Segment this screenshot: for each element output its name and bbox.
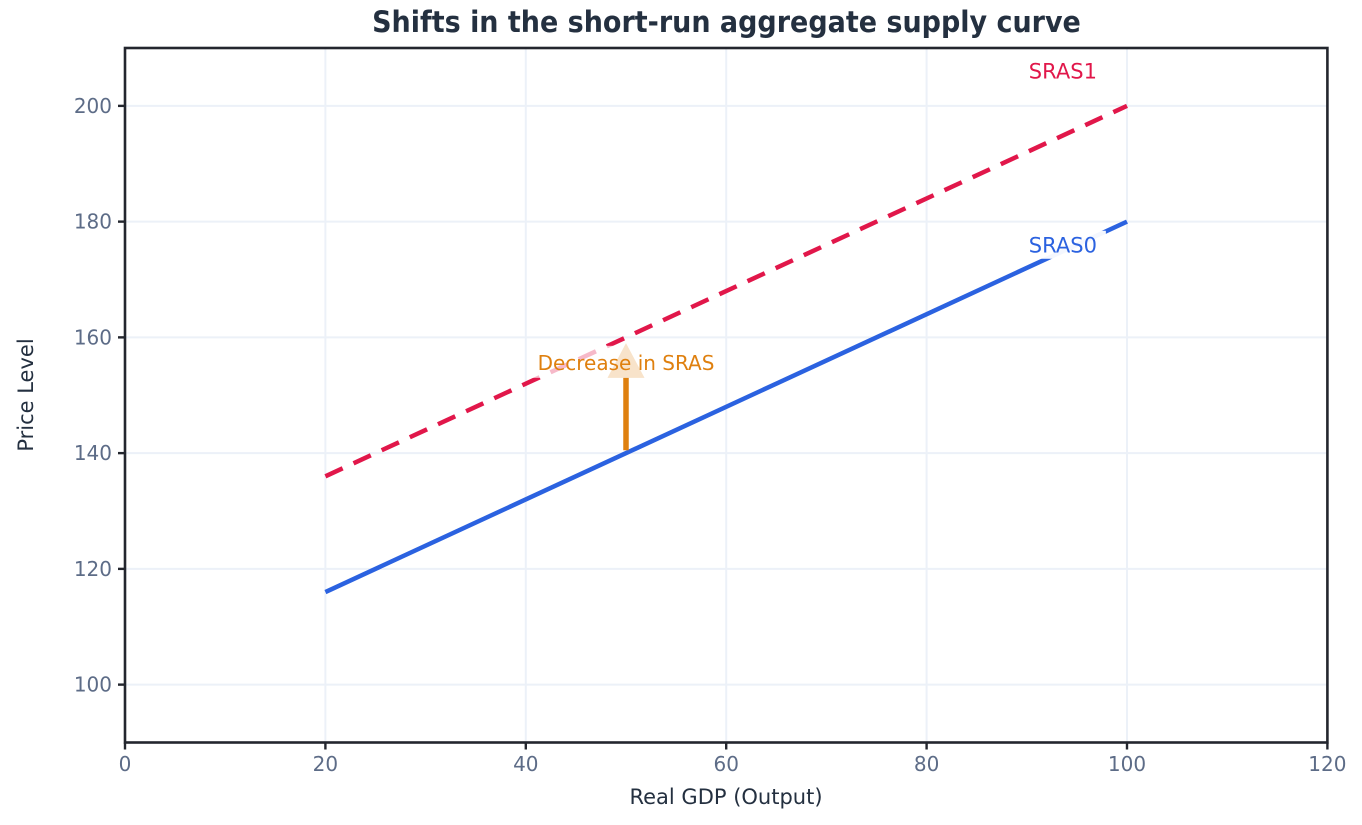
y-tick-label-100: 100 xyxy=(74,673,112,697)
sras0-line xyxy=(324,219,1128,595)
sras1-label-box xyxy=(1019,57,1106,86)
x-tick-label-20: 20 xyxy=(313,752,338,776)
y-axis-label: Price Level xyxy=(14,338,38,452)
x-axis-label: Real GDP (Output) xyxy=(629,785,823,809)
x-tick-label-0: 0 xyxy=(119,752,132,776)
y-tick-label-160: 160 xyxy=(74,325,112,349)
y-tick-label-140: 140 xyxy=(74,441,112,465)
x-tick-label-100: 100 xyxy=(1108,752,1146,776)
x-tick-label-60: 60 xyxy=(713,752,738,776)
sras1-line xyxy=(324,103,1128,479)
annotation-text-box xyxy=(527,345,725,378)
sras1-label: SRAS1 xyxy=(1029,60,1097,84)
x-tick-label-40: 40 xyxy=(513,752,538,776)
y-tick-label-180: 180 xyxy=(74,210,112,234)
annotation-text: Decrease in SRAS xyxy=(538,351,715,375)
chart-title: Shifts in the short-run aggregate supply… xyxy=(372,5,1081,39)
x-tick-label-80: 80 xyxy=(914,752,939,776)
x-tick-label-120: 120 xyxy=(1308,752,1346,776)
sras0-label-box xyxy=(1019,230,1106,259)
annotation-arrowhead xyxy=(607,343,645,378)
sras0-label: SRAS0 xyxy=(1029,233,1097,257)
y-tick-label-120: 120 xyxy=(74,557,112,581)
y-tick-label-200: 200 xyxy=(74,94,112,118)
